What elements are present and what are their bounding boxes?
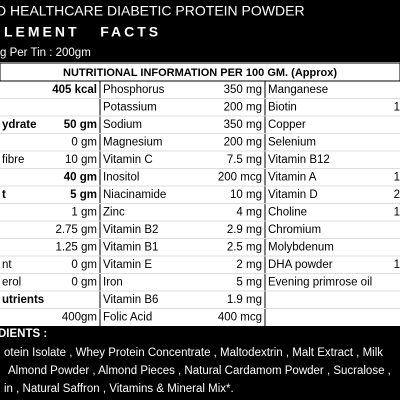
cell-text: 1	[394, 206, 400, 218]
cell-text: 10 gm	[65, 154, 97, 166]
cell-text: 10 mg	[230, 189, 262, 201]
table-heading: NUTRITIONAL INFORMATION PER 100 GM. (App…	[63, 67, 337, 79]
cell-text: Biotin	[268, 101, 297, 113]
cell-text: Zinc	[103, 206, 125, 218]
product-title: D HEALTHCARE DIABETIC PROTEIN POWDER	[0, 3, 305, 19]
cell-text: 405 kcal	[52, 84, 97, 96]
net-weight: g Per Tin : 200gm	[0, 47, 91, 59]
cell-text: utrients	[2, 294, 44, 306]
cell-text: Molybdenum	[268, 241, 334, 253]
cell-text: Magnesium	[103, 136, 162, 148]
cell-text: 200 mg	[224, 101, 262, 113]
cell-text: Copper	[268, 119, 306, 131]
cell-text: 350 mg	[224, 119, 262, 131]
ingredients-band	[0, 326, 400, 400]
cell-text: 50 gm	[64, 119, 97, 131]
cell-text: Inositol	[103, 171, 139, 183]
cell-text: DHA powder	[268, 259, 333, 271]
header-band	[0, 0, 400, 62]
cell-text: Manganese	[268, 84, 328, 96]
cell-text: 0 gm	[71, 276, 97, 288]
cell-text: 200 mcg	[218, 171, 262, 183]
cell-text: 5 mg	[236, 276, 262, 288]
cell-text: 2.5 mg	[227, 241, 262, 253]
cell-text: nt	[2, 259, 12, 271]
cell-text: 2.9 mg	[227, 224, 262, 236]
cell-text: Vitamin C	[103, 154, 153, 166]
cell-text: 400gm	[62, 311, 97, 323]
cell-text: 2	[394, 189, 400, 201]
cell-text: Folic Acid	[103, 311, 152, 323]
ingredient-line: Almond Powder , Almond Pieces , Natural …	[8, 365, 391, 377]
cell-text: 1	[394, 171, 400, 183]
cell-text: 7.5 mg	[227, 154, 262, 166]
cell-text: 2.75 gm	[55, 224, 97, 236]
cell-text: 1.9 mg	[227, 294, 262, 306]
cell-text: Niacinamide	[103, 189, 166, 201]
cell-text: 1.25 gm	[55, 241, 97, 253]
cell-text: Phosphorus	[103, 84, 165, 96]
cell-text: Vitamin A	[268, 171, 317, 183]
cell-text: Vitamin B12	[268, 154, 330, 166]
cell-text: Vitamin B1	[103, 241, 158, 253]
cell-text: Vitamin B2	[103, 224, 158, 236]
cell-text: Selenium	[268, 136, 316, 148]
cell-text: erol	[2, 276, 21, 288]
cell-text: 2 mg	[236, 259, 262, 271]
cell-text: 0 gm	[71, 259, 97, 271]
ingredients-heading: DIENTS :	[0, 328, 47, 340]
cell-text: Chromium	[268, 224, 321, 236]
cell-text: 40 gm	[64, 171, 97, 183]
cell-text: 1	[394, 259, 400, 271]
cell-text: 5 gm	[70, 189, 97, 201]
cell-text: fibre	[2, 154, 24, 166]
cell-text: 350 mg	[224, 84, 262, 96]
cell-text: 4 mg	[236, 206, 262, 218]
cell-text: Evening primrose oil	[268, 276, 372, 288]
cell-text: Choline	[268, 206, 307, 218]
cell-text: t	[2, 189, 6, 201]
cell-text: 1	[394, 101, 400, 113]
ingredient-line: otein Isolate , Whey Protein Concentrate…	[4, 347, 383, 359]
cell-text: Iron	[103, 276, 123, 288]
table-heading-box	[0, 62, 400, 82]
cell-text: Vitamin E	[103, 259, 152, 271]
cell-text: Vitamin B6	[103, 294, 158, 306]
cell-text: 200 mg	[224, 136, 262, 148]
facts-title: LEMENT FACTS	[4, 24, 161, 40]
cell-text: Potassium	[103, 101, 157, 113]
cell-text: Vitamin D	[268, 189, 318, 201]
cell-text: 1 gm	[71, 206, 97, 218]
cell-text: 0 gm	[71, 136, 97, 148]
cell-text: Sodium	[103, 119, 142, 131]
cell-text: 400 mcg	[218, 311, 262, 323]
cell-text: ydrate	[2, 119, 37, 131]
ingredient-line: in , Natural Saffron , Vitamins & Minera…	[4, 383, 234, 395]
